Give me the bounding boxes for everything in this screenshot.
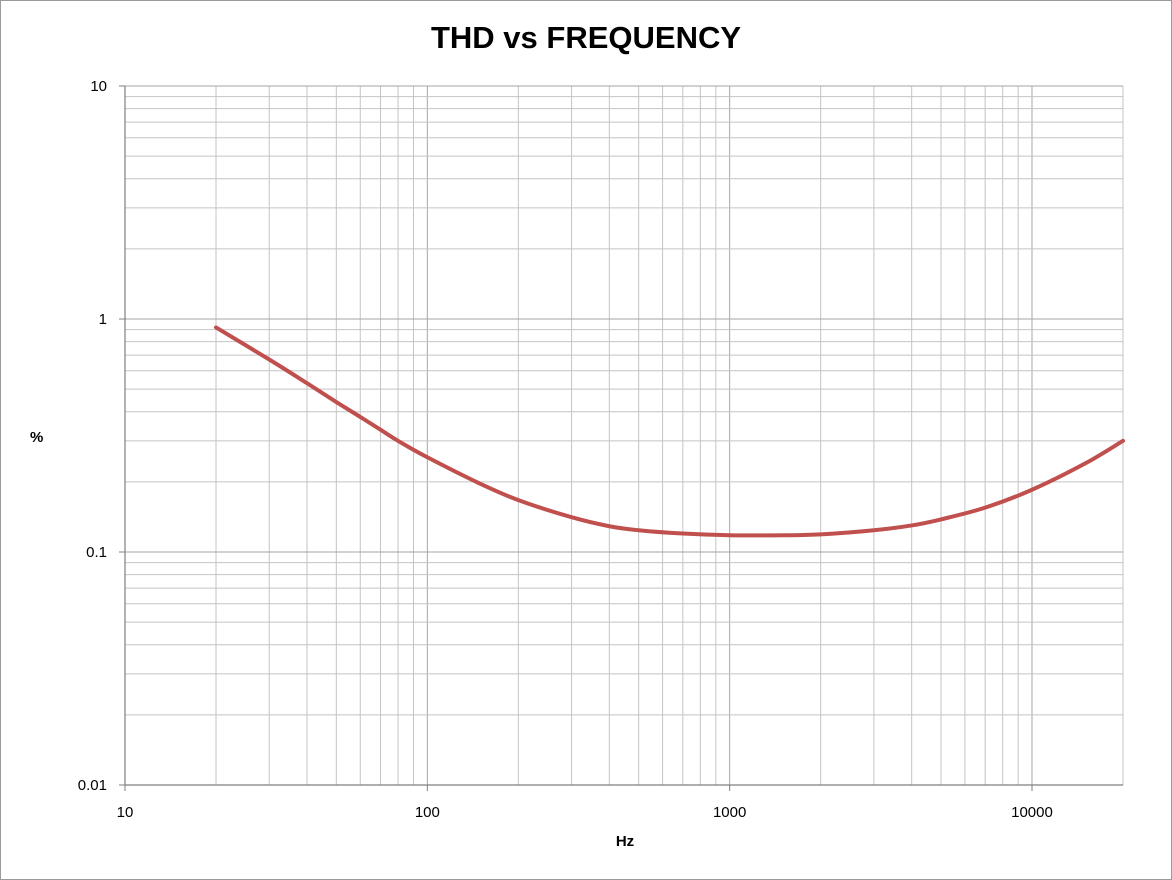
x-axis-label: Hz	[615, 833, 635, 850]
y-tick-label: 0.01	[78, 777, 107, 794]
chart-title: THD vs FREQUENCY	[430, 20, 742, 55]
x-tick-label: 1000	[713, 804, 746, 821]
grid-layer	[125, 85, 1124, 785]
x-tick-label: 10000	[1011, 804, 1053, 821]
thd-series-line	[214, 325, 1125, 538]
axes-layer	[119, 85, 1123, 791]
x-tick-label: 100	[415, 804, 440, 821]
y-axis-label: %	[30, 429, 44, 446]
y-tick-label: 1	[99, 311, 107, 328]
y-tick-label: 0.1	[86, 544, 107, 561]
series-layer	[214, 325, 1125, 538]
y-tick-label: 10	[90, 78, 107, 95]
tick-labels: 0.01 0.1 1 10 10 100 1000 10000	[78, 78, 1053, 821]
x-tick-label: 10	[117, 804, 134, 821]
